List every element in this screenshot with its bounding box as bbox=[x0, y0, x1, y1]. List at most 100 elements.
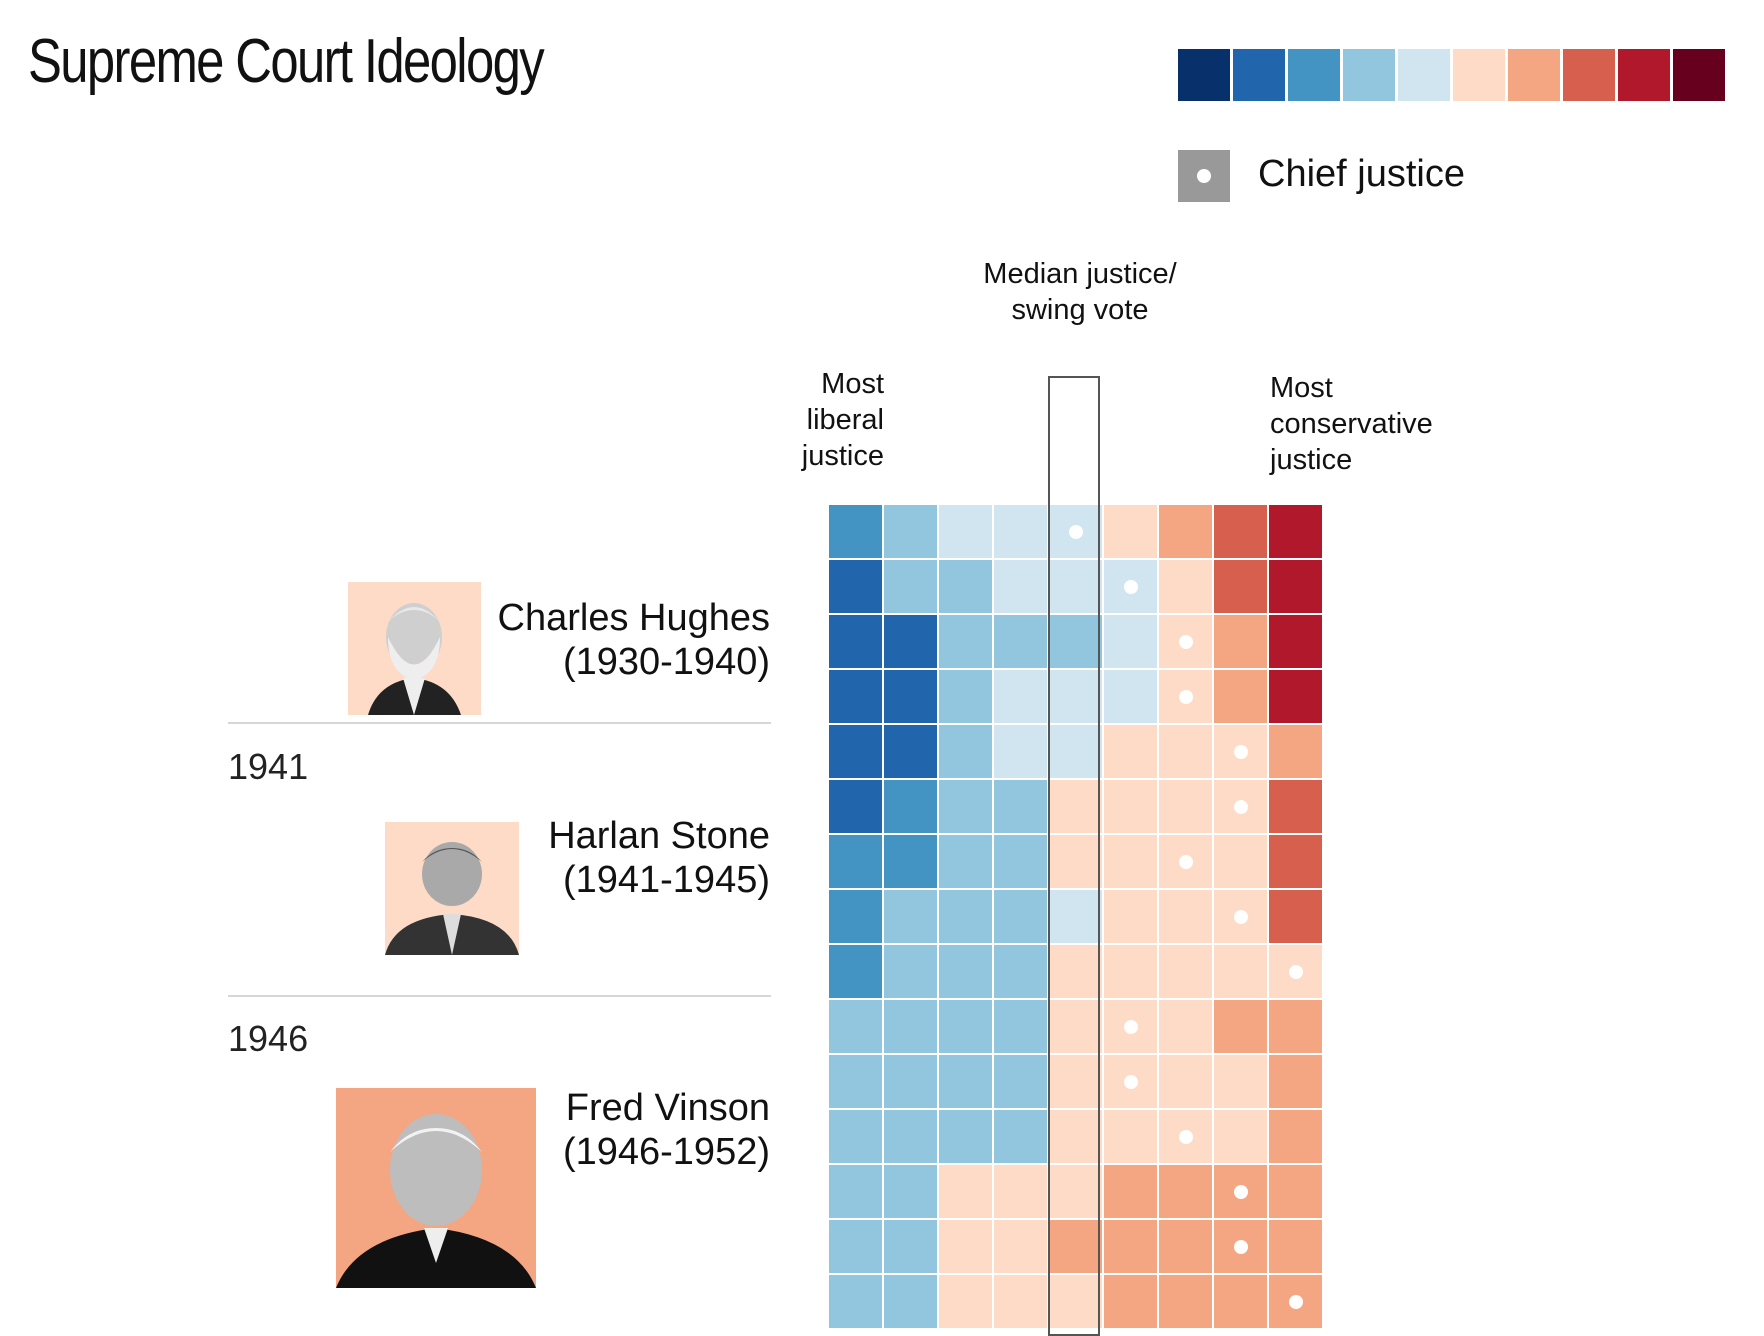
heatmap-cell bbox=[1104, 1165, 1157, 1218]
heatmap-cell bbox=[939, 670, 992, 723]
heatmap-cell bbox=[939, 890, 992, 943]
heatmap-cell bbox=[1214, 1000, 1267, 1053]
heatmap-cell bbox=[939, 835, 992, 888]
heatmap-cell bbox=[884, 1055, 937, 1108]
heatmap-cell bbox=[1269, 780, 1322, 833]
era-name: Fred Vinson bbox=[420, 1086, 770, 1130]
heatmap-cell bbox=[829, 1275, 882, 1328]
heatmap-cell bbox=[1049, 1220, 1102, 1273]
heatmap-cell bbox=[1049, 835, 1102, 888]
heatmap-cell bbox=[884, 1220, 937, 1273]
heatmap-cell bbox=[939, 505, 992, 558]
heatmap-cell bbox=[1159, 890, 1212, 943]
heatmap-cell bbox=[829, 780, 882, 833]
heatmap-cell bbox=[829, 560, 882, 613]
chief-justice-dot bbox=[1179, 690, 1193, 704]
heatmap-cell bbox=[884, 505, 937, 558]
heatmap-cell bbox=[994, 780, 1047, 833]
heatmap-cell bbox=[1104, 725, 1157, 778]
heatmap-cell bbox=[1269, 725, 1322, 778]
chief-justice-dot bbox=[1179, 1130, 1193, 1144]
era-years: (1930-1940) bbox=[420, 640, 770, 684]
heatmap-cell bbox=[1214, 725, 1267, 778]
heatmap-cell bbox=[939, 780, 992, 833]
heatmap-cell bbox=[829, 725, 882, 778]
chart-title: Supreme Court Ideology bbox=[28, 26, 543, 97]
heatmap-cell bbox=[1049, 1110, 1102, 1163]
chief-justice-dot bbox=[1234, 910, 1248, 924]
era-divider bbox=[228, 995, 771, 997]
heatmap-cell bbox=[1214, 890, 1267, 943]
heatmap-cell bbox=[1104, 835, 1157, 888]
heatmap-cell bbox=[1159, 1000, 1212, 1053]
heatmap-cell bbox=[1269, 1165, 1322, 1218]
heatmap-cell bbox=[1104, 615, 1157, 668]
heatmap-cell bbox=[1159, 1165, 1212, 1218]
legend-swatch-8 bbox=[1618, 49, 1670, 101]
heatmap-cell bbox=[1269, 615, 1322, 668]
chief-justice-dot bbox=[1234, 1185, 1248, 1199]
chief-justice-dot bbox=[1124, 580, 1138, 594]
heatmap-cell bbox=[1269, 1220, 1322, 1273]
heatmap-cell bbox=[994, 835, 1047, 888]
most-conservative-annotation: Most conservative justice bbox=[1270, 370, 1470, 478]
heatmap-cell bbox=[994, 1000, 1047, 1053]
legend-swatch-0 bbox=[1178, 49, 1230, 101]
heatmap-cell bbox=[1104, 890, 1157, 943]
heatmap-cell bbox=[1269, 835, 1322, 888]
heatmap-cell bbox=[1269, 1275, 1322, 1328]
chief-justice-dot bbox=[1289, 965, 1303, 979]
heatmap-cell bbox=[994, 615, 1047, 668]
chief-justice-legend-label: Chief justice bbox=[1258, 153, 1465, 196]
heatmap-cell bbox=[939, 1110, 992, 1163]
legend-swatch-4 bbox=[1398, 49, 1450, 101]
heatmap-cell bbox=[1269, 670, 1322, 723]
year-marker: 1946 bbox=[228, 1018, 308, 1060]
legend-swatch-5 bbox=[1453, 49, 1505, 101]
chief-justice-dot bbox=[1179, 855, 1193, 869]
heatmap-cell bbox=[1104, 560, 1157, 613]
heatmap-cell bbox=[1104, 1000, 1157, 1053]
heatmap-cell bbox=[994, 670, 1047, 723]
heatmap-cell bbox=[884, 1165, 937, 1218]
era-divider bbox=[228, 722, 771, 724]
heatmap-cell bbox=[884, 835, 937, 888]
heatmap-cell bbox=[1159, 1110, 1212, 1163]
heatmap-cell bbox=[1049, 1000, 1102, 1053]
heatmap-cell bbox=[1104, 1110, 1157, 1163]
heatmap-cell bbox=[939, 615, 992, 668]
heatmap-cell bbox=[829, 1165, 882, 1218]
era-name: Charles Hughes bbox=[420, 596, 770, 640]
heatmap-cell bbox=[994, 505, 1047, 558]
heatmap-cell bbox=[1214, 1055, 1267, 1108]
heatmap-cell bbox=[1269, 1055, 1322, 1108]
heatmap-cell bbox=[1159, 560, 1212, 613]
heatmap-cell bbox=[1214, 1165, 1267, 1218]
heatmap-cell bbox=[1214, 670, 1267, 723]
heatmap-cell bbox=[1049, 1275, 1102, 1328]
heatmap-cell bbox=[994, 945, 1047, 998]
heatmap-cell bbox=[1269, 560, 1322, 613]
era-years: (1941-1945) bbox=[420, 858, 770, 902]
heatmap-cell bbox=[939, 1275, 992, 1328]
heatmap-cell bbox=[829, 890, 882, 943]
heatmap-cell bbox=[829, 1055, 882, 1108]
heatmap-cell bbox=[884, 1110, 937, 1163]
legend-swatch-6 bbox=[1508, 49, 1560, 101]
heatmap-cell bbox=[829, 670, 882, 723]
heatmap-cell bbox=[939, 725, 992, 778]
chief-justice-dot bbox=[1124, 1020, 1138, 1034]
heatmap-cell bbox=[884, 780, 937, 833]
heatmap-cell bbox=[994, 1055, 1047, 1108]
heatmap-cell bbox=[1049, 780, 1102, 833]
heatmap-cell bbox=[1159, 505, 1212, 558]
heatmap-cell bbox=[829, 505, 882, 558]
heatmap-cell bbox=[884, 1000, 937, 1053]
heatmap-cell bbox=[1214, 945, 1267, 998]
heatmap-cell bbox=[1214, 1110, 1267, 1163]
heatmap-cell bbox=[829, 835, 882, 888]
heatmap-cell bbox=[1269, 890, 1322, 943]
heatmap-cell bbox=[1214, 835, 1267, 888]
heatmap-cell bbox=[1049, 945, 1102, 998]
heatmap-cell bbox=[1159, 945, 1212, 998]
